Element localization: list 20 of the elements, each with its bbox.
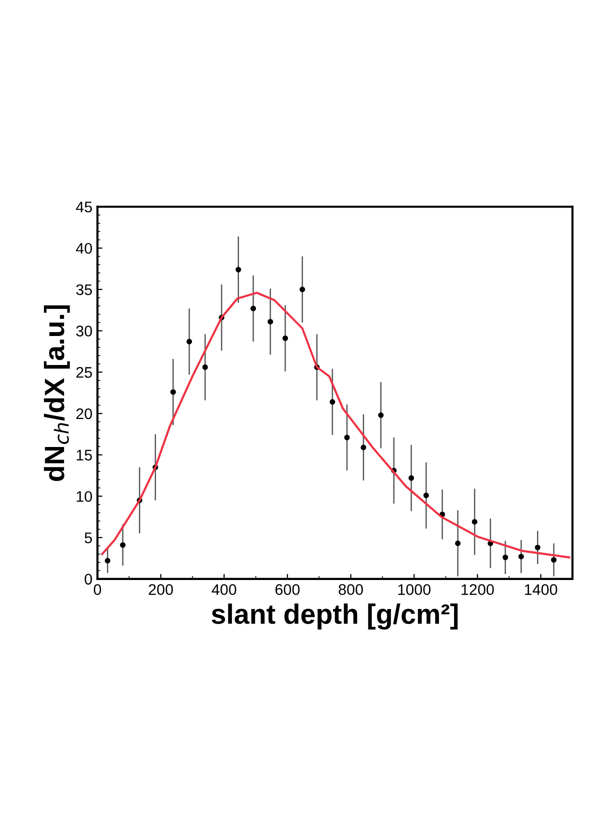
- y-tick-label: 5: [84, 532, 92, 544]
- y-tick-label: 40: [76, 242, 92, 254]
- x-tick-label: 1000: [398, 584, 431, 595]
- x-tick-label: 600: [275, 584, 300, 595]
- y-tick-label: 15: [76, 450, 92, 461]
- x-tick-label: 800: [338, 584, 363, 595]
- y-tick-label: 10: [76, 491, 92, 502]
- y-tick-label: 20: [76, 408, 92, 420]
- x-axis-title: slant depth [g/cm²]: [212, 604, 458, 630]
- x-tick-label: 1200: [462, 584, 494, 595]
- x-tick-label: 0: [94, 584, 102, 595]
- y-tick-label: 35: [76, 284, 92, 296]
- y-tick-label: 25: [76, 367, 92, 378]
- x-tick-label: 400: [212, 584, 236, 595]
- y-tick-label: 30: [76, 326, 92, 336]
- x-tick-label: 200: [148, 584, 173, 595]
- y-tick-label: 0: [84, 574, 92, 585]
- y-tick-label: 45: [76, 202, 92, 212]
- y-axis-title: dN$_{ch}$/dX [a.u.]: [44, 305, 70, 481]
- x-tick-label: 1400: [524, 584, 558, 595]
